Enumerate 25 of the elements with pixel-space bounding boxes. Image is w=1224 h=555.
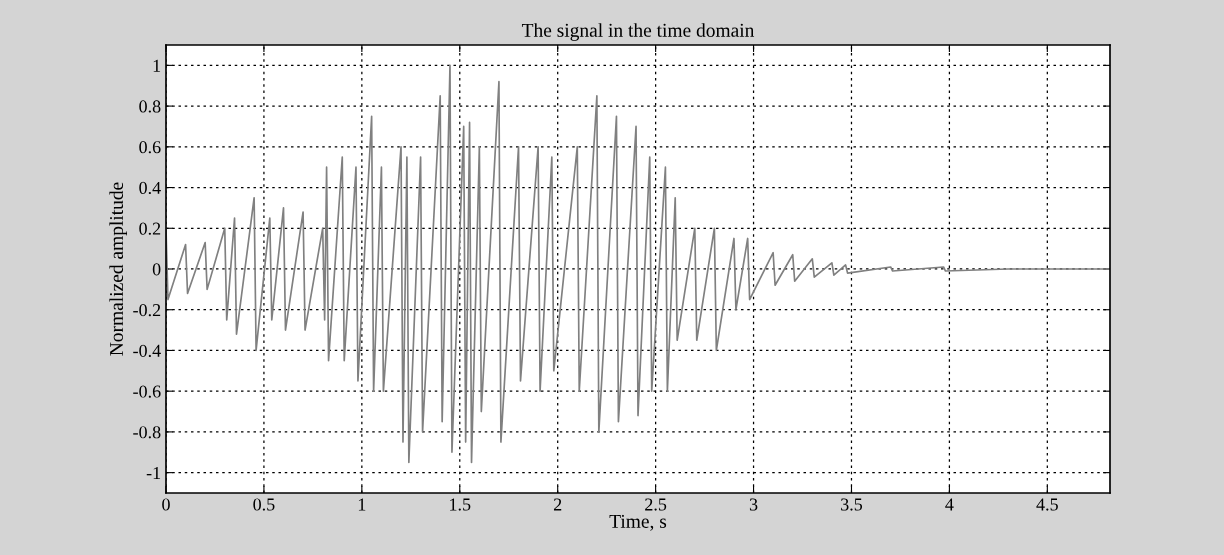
x-tick-label: 1 bbox=[358, 498, 366, 511]
x-tick-label: 4 bbox=[945, 498, 954, 511]
x-tick-label: 1.5 bbox=[450, 498, 471, 511]
x-tick-label: 2.5 bbox=[645, 498, 667, 511]
x-axis-title: Time, s bbox=[609, 514, 667, 531]
y-tick-label: 1 bbox=[153, 59, 161, 72]
x-tick-label: 3 bbox=[749, 498, 758, 511]
y-tick-label: 0.2 bbox=[139, 222, 161, 235]
x-tick-label: 4.5 bbox=[1036, 498, 1058, 511]
y-axis-title: Normalized amplitude bbox=[109, 182, 127, 356]
x-tick-label: 0 bbox=[162, 498, 170, 511]
y-tick-label: -0.4 bbox=[133, 344, 161, 357]
y-tick-label: 0.4 bbox=[139, 181, 161, 195]
line-series bbox=[166, 64, 1110, 464]
x-tick-label: 2 bbox=[553, 498, 562, 511]
x-tick-label: 0.5 bbox=[253, 498, 275, 511]
y-tick-label: 0.6 bbox=[139, 141, 161, 154]
y-tick-label: 0 bbox=[152, 263, 161, 276]
y-tick-label: 0.8 bbox=[139, 100, 161, 113]
y-tick-label: -0.2 bbox=[133, 303, 161, 317]
chart-title: The signal in the time domain bbox=[521, 23, 755, 41]
x-tick-label: 3.5 bbox=[841, 498, 863, 511]
y-tick-label: -0.6 bbox=[133, 385, 161, 398]
y-tick-label: -1 bbox=[146, 466, 161, 479]
y-tick-label: -0.8 bbox=[133, 426, 161, 439]
